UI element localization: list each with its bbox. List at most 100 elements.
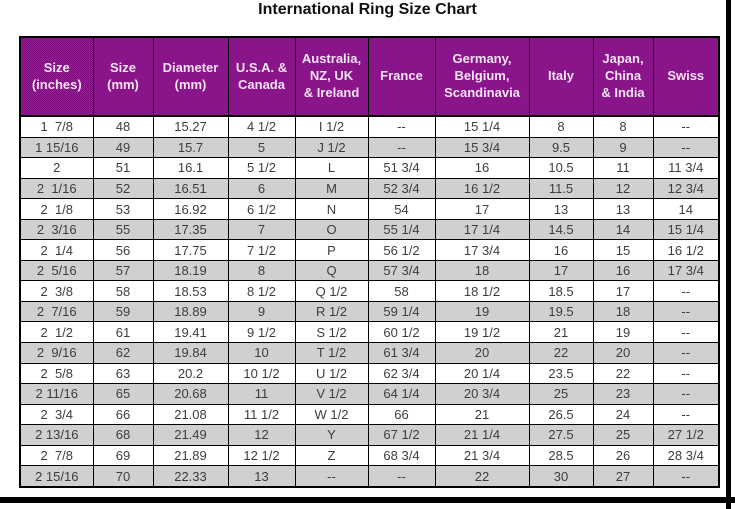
table-cell: 18 (434, 259, 530, 282)
table-cell: W 1/2 (294, 403, 369, 426)
table-cell: -- (652, 280, 720, 302)
column-header-japan-china-india: Japan, China & India (592, 36, 654, 117)
table-cell: 7 (227, 218, 296, 241)
table-cell: -- (652, 341, 720, 364)
table-cell: -- (294, 465, 369, 488)
table-cell: 18.19 (152, 259, 229, 282)
table-row: 2 15/16 70 22.33 13 -- -- 22 30 27 -- (19, 465, 720, 488)
table-cell: 5 1/2 (227, 157, 296, 179)
column-header-size-mm: Size (mm) (92, 36, 154, 117)
table-cell: 19 (592, 321, 654, 343)
table-cell: 16 1/2 (652, 239, 720, 261)
table-cell: 17 1/4 (434, 218, 530, 241)
table-cell: R 1/2 (294, 300, 369, 323)
table-cell: 68 (92, 424, 154, 446)
table-cell: 22 (434, 465, 530, 488)
table-cell: 14 (592, 218, 654, 241)
column-header-swiss: Swiss (652, 36, 720, 117)
table-cell: 28.5 (528, 444, 594, 467)
table-cell: 11.5 (528, 177, 594, 200)
table-cell: 2 3/4 (19, 403, 94, 426)
table-row: 2 1/4 56 17.75 7 1/2 P 56 1/2 17 3/4 16 15 16 1/2 (19, 239, 720, 261)
table-cell: 2 1/16 (19, 177, 94, 200)
table-cell: 26.5 (528, 403, 594, 426)
table-cell: 54 (367, 198, 436, 220)
table-cell: 21.89 (152, 444, 229, 467)
table-cell: 27 1/2 (652, 424, 720, 446)
table-cell: 17 (528, 259, 594, 282)
table-cell: Q (294, 259, 369, 282)
table-cell: 20 (434, 341, 530, 364)
table-cell: 15 (592, 239, 654, 261)
table-cell: 17 (592, 280, 654, 302)
column-header-usa-canada: U.S.A. & Canada (227, 36, 296, 117)
table-cell: 19 1/2 (434, 321, 530, 343)
table-cell: 18.53 (152, 280, 229, 302)
table-cell: 27 (592, 465, 654, 488)
table-cell: 19 (434, 300, 530, 323)
table-cell: 21.49 (152, 424, 229, 446)
column-header-italy: Italy (528, 36, 594, 117)
right-frame-bar (726, 0, 731, 509)
table-cell: 2 13/16 (19, 424, 94, 446)
table-cell: 64 1/4 (367, 383, 436, 405)
table-cell: -- (367, 465, 436, 488)
table-cell: 2 3/16 (19, 218, 94, 241)
table-cell: 20 (592, 341, 654, 364)
table-row: 2 9/16 62 19.84 10 T 1/2 61 3/4 20 22 20 -- (19, 341, 720, 364)
table-cell: 10.5 (528, 157, 594, 179)
table-cell: 12 (227, 424, 296, 446)
table-cell: 62 (92, 341, 154, 364)
table-cell: 2 1/4 (19, 239, 94, 261)
table-cell: 24 (592, 403, 654, 426)
table-cell: 69 (92, 444, 154, 467)
table-cell: 57 3/4 (367, 259, 436, 282)
table-cell: P (294, 239, 369, 261)
table-cell: 19.5 (528, 300, 594, 323)
table-cell: 21 1/4 (434, 424, 530, 446)
table-cell: 9.5 (528, 136, 594, 159)
table-cell: 1 7/8 (19, 115, 94, 138)
table-cell: 9 1/2 (227, 321, 296, 343)
table-cell: Q 1/2 (294, 280, 369, 302)
table-cell: 26 (592, 444, 654, 467)
table-cell: 56 1/2 (367, 239, 436, 261)
table-cell: 61 (92, 321, 154, 343)
table-cell: 52 3/4 (367, 177, 436, 200)
table-cell: 2 5/16 (19, 259, 94, 282)
table-row: 2 3/4 66 21.08 11 1/2 W 1/2 66 21 26.5 24 -- (19, 403, 720, 426)
table-row: 2 3/16 55 17.35 7 O 55 1/4 17 1/4 14.5 14 15 1/4 (19, 218, 720, 241)
table-cell: 20.68 (152, 383, 229, 405)
table-cell: 48 (92, 115, 154, 138)
table-cell: 14.5 (528, 218, 594, 241)
table-row: 2 5/16 57 18.19 8 Q 57 3/4 18 17 16 17 3/4 (19, 259, 720, 282)
table-cell: 2 1/8 (19, 198, 94, 220)
table-cell: 22 (528, 341, 594, 364)
table-row: 2 13/16 68 21.49 12 Y 67 1/2 21 1/4 27.5 25 27 1/… (19, 424, 720, 446)
table-row: 1 7/8 48 15.27 4 1/2 I 1/2 -- 15 1/4 8 8 -- (19, 115, 720, 138)
table-cell: -- (652, 362, 720, 385)
table-cell: 19.41 (152, 321, 229, 343)
table-cell: M (294, 177, 369, 200)
table-cell: 18 1/2 (434, 280, 530, 302)
table-cell: 25 (592, 424, 654, 446)
table-cell: -- (652, 403, 720, 426)
table-cell: 16.51 (152, 177, 229, 200)
table-cell: 2 11/16 (19, 383, 94, 405)
table-row: 2 1/16 52 16.51 6 M 52 3/4 16 1/2 11.5 12 12 3/4 (19, 177, 720, 200)
table-cell: 2 15/16 (19, 465, 94, 488)
table-cell: 59 1/4 (367, 300, 436, 323)
table-cell: 25 (528, 383, 594, 405)
table-cell: 51 (92, 157, 154, 179)
table-cell: 61 3/4 (367, 341, 436, 364)
table-cell: 2 5/8 (19, 362, 94, 385)
page-title: International Ring Size Chart (258, 1, 477, 18)
table-cell: 66 (367, 403, 436, 426)
table-cell: -- (652, 321, 720, 343)
table-cell: S 1/2 (294, 321, 369, 343)
table-cell: 16.92 (152, 198, 229, 220)
table-cell: -- (367, 115, 436, 138)
table-cell: 17 (434, 198, 530, 220)
table-cell: 17.35 (152, 218, 229, 241)
table-cell: 16 1/2 (434, 177, 530, 200)
